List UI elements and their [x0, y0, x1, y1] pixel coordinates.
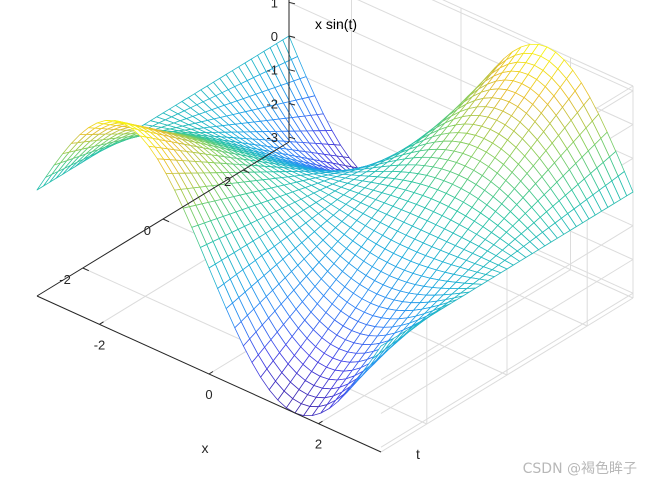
x-tick-label: 0: [144, 223, 151, 238]
z-tick-mark: [288, 35, 296, 38]
box-edge: [442, 0, 634, 87]
z-tick-label: -2: [266, 97, 278, 112]
t-tick-mark: [318, 420, 323, 425]
z-tick-mark: [288, 103, 296, 106]
x-axis-label: x: [202, 440, 209, 456]
t-tick-mark: [208, 371, 214, 375]
x-tick-label: 2: [224, 174, 231, 189]
mesh-cell: [371, 341, 388, 360]
x-tick-mark: [242, 169, 250, 174]
surface-mesh: [36, 35, 634, 417]
z-tick-label: 0: [271, 29, 278, 44]
t-tick-label: 0: [205, 387, 212, 402]
box-edge: [380, 297, 634, 453]
watermark: CSDN @褐色眸子: [523, 460, 637, 477]
x-tick-mark: [82, 267, 90, 272]
z-tick-label: 1: [271, 0, 278, 10]
chart-title: x sin(t): [315, 16, 357, 32]
t-tick-mark: [99, 321, 104, 325]
tick-labels: 3210-1-2-320-2-202: [59, 0, 322, 452]
z-tick-label: -3: [266, 130, 278, 145]
z-tick-mark: [288, 1, 296, 5]
t-axis-label: t: [416, 446, 420, 462]
z-tick-mark: [288, 69, 296, 72]
t-tick-label: 2: [315, 437, 322, 452]
z-tick-mark: [288, 136, 296, 140]
axes: [36, 0, 382, 453]
x-tick-mark: [162, 218, 170, 223]
x-tick-label: -2: [59, 272, 71, 287]
z-tick-label: -1: [266, 63, 278, 78]
t-tick-label: -2: [94, 337, 106, 352]
